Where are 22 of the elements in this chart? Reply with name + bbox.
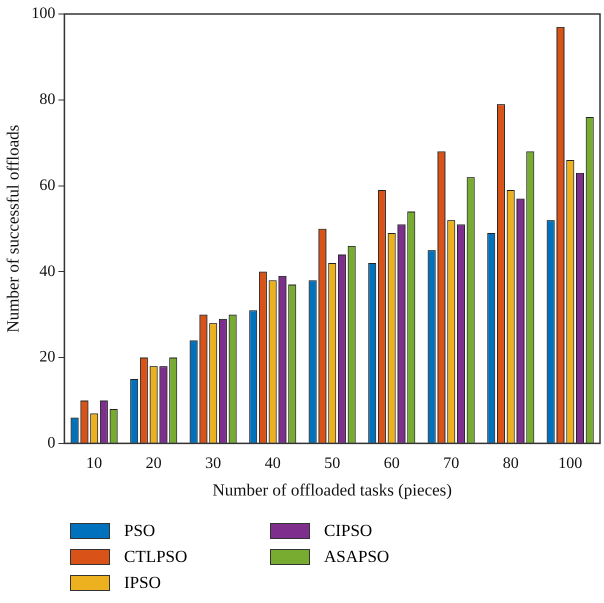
legend-label: ASAPSO: [324, 547, 390, 567]
y-tick-label: 0: [47, 434, 56, 452]
y-tick-label: 60: [39, 176, 56, 194]
y-tick-label: 100: [31, 5, 56, 22]
legend-label: CIPSO: [324, 521, 372, 541]
x-tick-label: 80: [502, 455, 519, 472]
x-tick-label: 40: [264, 455, 281, 472]
legend-label: PSO: [124, 521, 156, 541]
x-tick-label: 100: [558, 455, 582, 472]
y-axis-title: Number of successful offloads: [4, 124, 23, 333]
x-axis-title: Number of offloaded tasks (pieces): [212, 480, 452, 500]
x-tick-label: 70: [443, 455, 460, 472]
x-tick-label: 50: [324, 455, 340, 472]
x-tick-label: 20: [146, 455, 162, 472]
y-tick-label: 80: [39, 91, 56, 108]
x-tick-label: 30: [205, 455, 222, 472]
legend-label: IPSO: [124, 573, 161, 593]
y-tick-label: 40: [39, 262, 56, 280]
x-tick-label: 60: [384, 455, 400, 472]
x-tick-label: 10: [86, 455, 102, 472]
y-tick-label: 20: [39, 348, 56, 366]
legend-label: CTLPSO: [124, 547, 188, 567]
